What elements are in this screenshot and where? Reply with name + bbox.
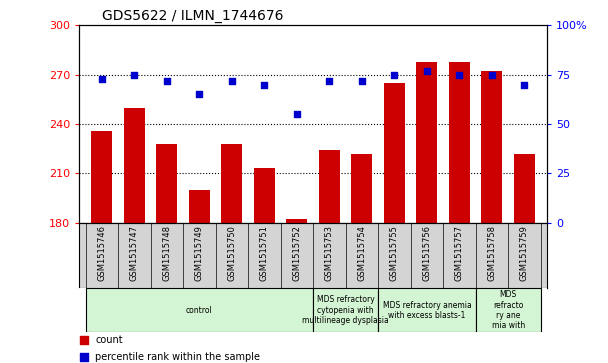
Point xyxy=(195,91,204,97)
Point xyxy=(79,337,89,343)
Text: GSM1515758: GSM1515758 xyxy=(488,225,496,281)
Bar xyxy=(254,168,275,223)
Text: GSM1515749: GSM1515749 xyxy=(195,225,204,281)
Point xyxy=(79,354,89,360)
Point xyxy=(227,78,237,83)
Bar xyxy=(482,72,502,223)
Text: MDS refractory
cytopenia with
multilineage dysplasia: MDS refractory cytopenia with multilinea… xyxy=(302,295,389,325)
Bar xyxy=(313,289,378,332)
Bar xyxy=(124,107,145,223)
Point xyxy=(390,72,399,78)
Point xyxy=(292,111,302,117)
Point xyxy=(130,72,139,78)
Text: GSM1515747: GSM1515747 xyxy=(130,225,139,281)
Text: GSM1515746: GSM1515746 xyxy=(97,225,106,281)
Bar xyxy=(351,154,373,223)
Bar xyxy=(449,62,470,223)
Text: GSM1515756: GSM1515756 xyxy=(423,225,432,281)
Text: GSM1515751: GSM1515751 xyxy=(260,225,269,281)
Bar xyxy=(416,62,438,223)
Point xyxy=(520,82,530,87)
Bar xyxy=(188,190,210,223)
Text: GSM1515759: GSM1515759 xyxy=(520,225,529,281)
Text: GSM1515750: GSM1515750 xyxy=(227,225,237,281)
Text: GSM1515755: GSM1515755 xyxy=(390,225,399,281)
Bar xyxy=(378,289,475,332)
Bar xyxy=(286,219,308,223)
Text: GSM1515754: GSM1515754 xyxy=(358,225,367,281)
Point xyxy=(97,76,106,82)
Bar xyxy=(475,289,541,332)
Bar xyxy=(319,150,340,223)
Text: MDS refractory anemia
with excess blasts-1: MDS refractory anemia with excess blasts… xyxy=(382,301,471,320)
Text: GSM1515753: GSM1515753 xyxy=(325,225,334,281)
Text: GSM1515757: GSM1515757 xyxy=(455,225,464,281)
Bar xyxy=(156,144,178,223)
Bar xyxy=(86,289,313,332)
Text: percentile rank within the sample: percentile rank within the sample xyxy=(95,352,260,362)
Point xyxy=(260,82,269,87)
Bar xyxy=(91,131,112,223)
Text: GSM1515748: GSM1515748 xyxy=(162,225,171,281)
Bar xyxy=(384,83,405,223)
Point xyxy=(325,78,334,83)
Text: control: control xyxy=(186,306,213,315)
Point xyxy=(422,68,432,74)
Point xyxy=(487,72,497,78)
Text: count: count xyxy=(95,335,123,345)
Text: MDS
refracto
ry ane
mia with: MDS refracto ry ane mia with xyxy=(491,290,525,330)
Point xyxy=(455,72,465,78)
Point xyxy=(162,78,171,83)
Point xyxy=(357,78,367,83)
Bar xyxy=(514,154,535,223)
Bar xyxy=(221,144,243,223)
Text: GSM1515752: GSM1515752 xyxy=(292,225,302,281)
Text: GDS5622 / ILMN_1744676: GDS5622 / ILMN_1744676 xyxy=(102,9,284,23)
